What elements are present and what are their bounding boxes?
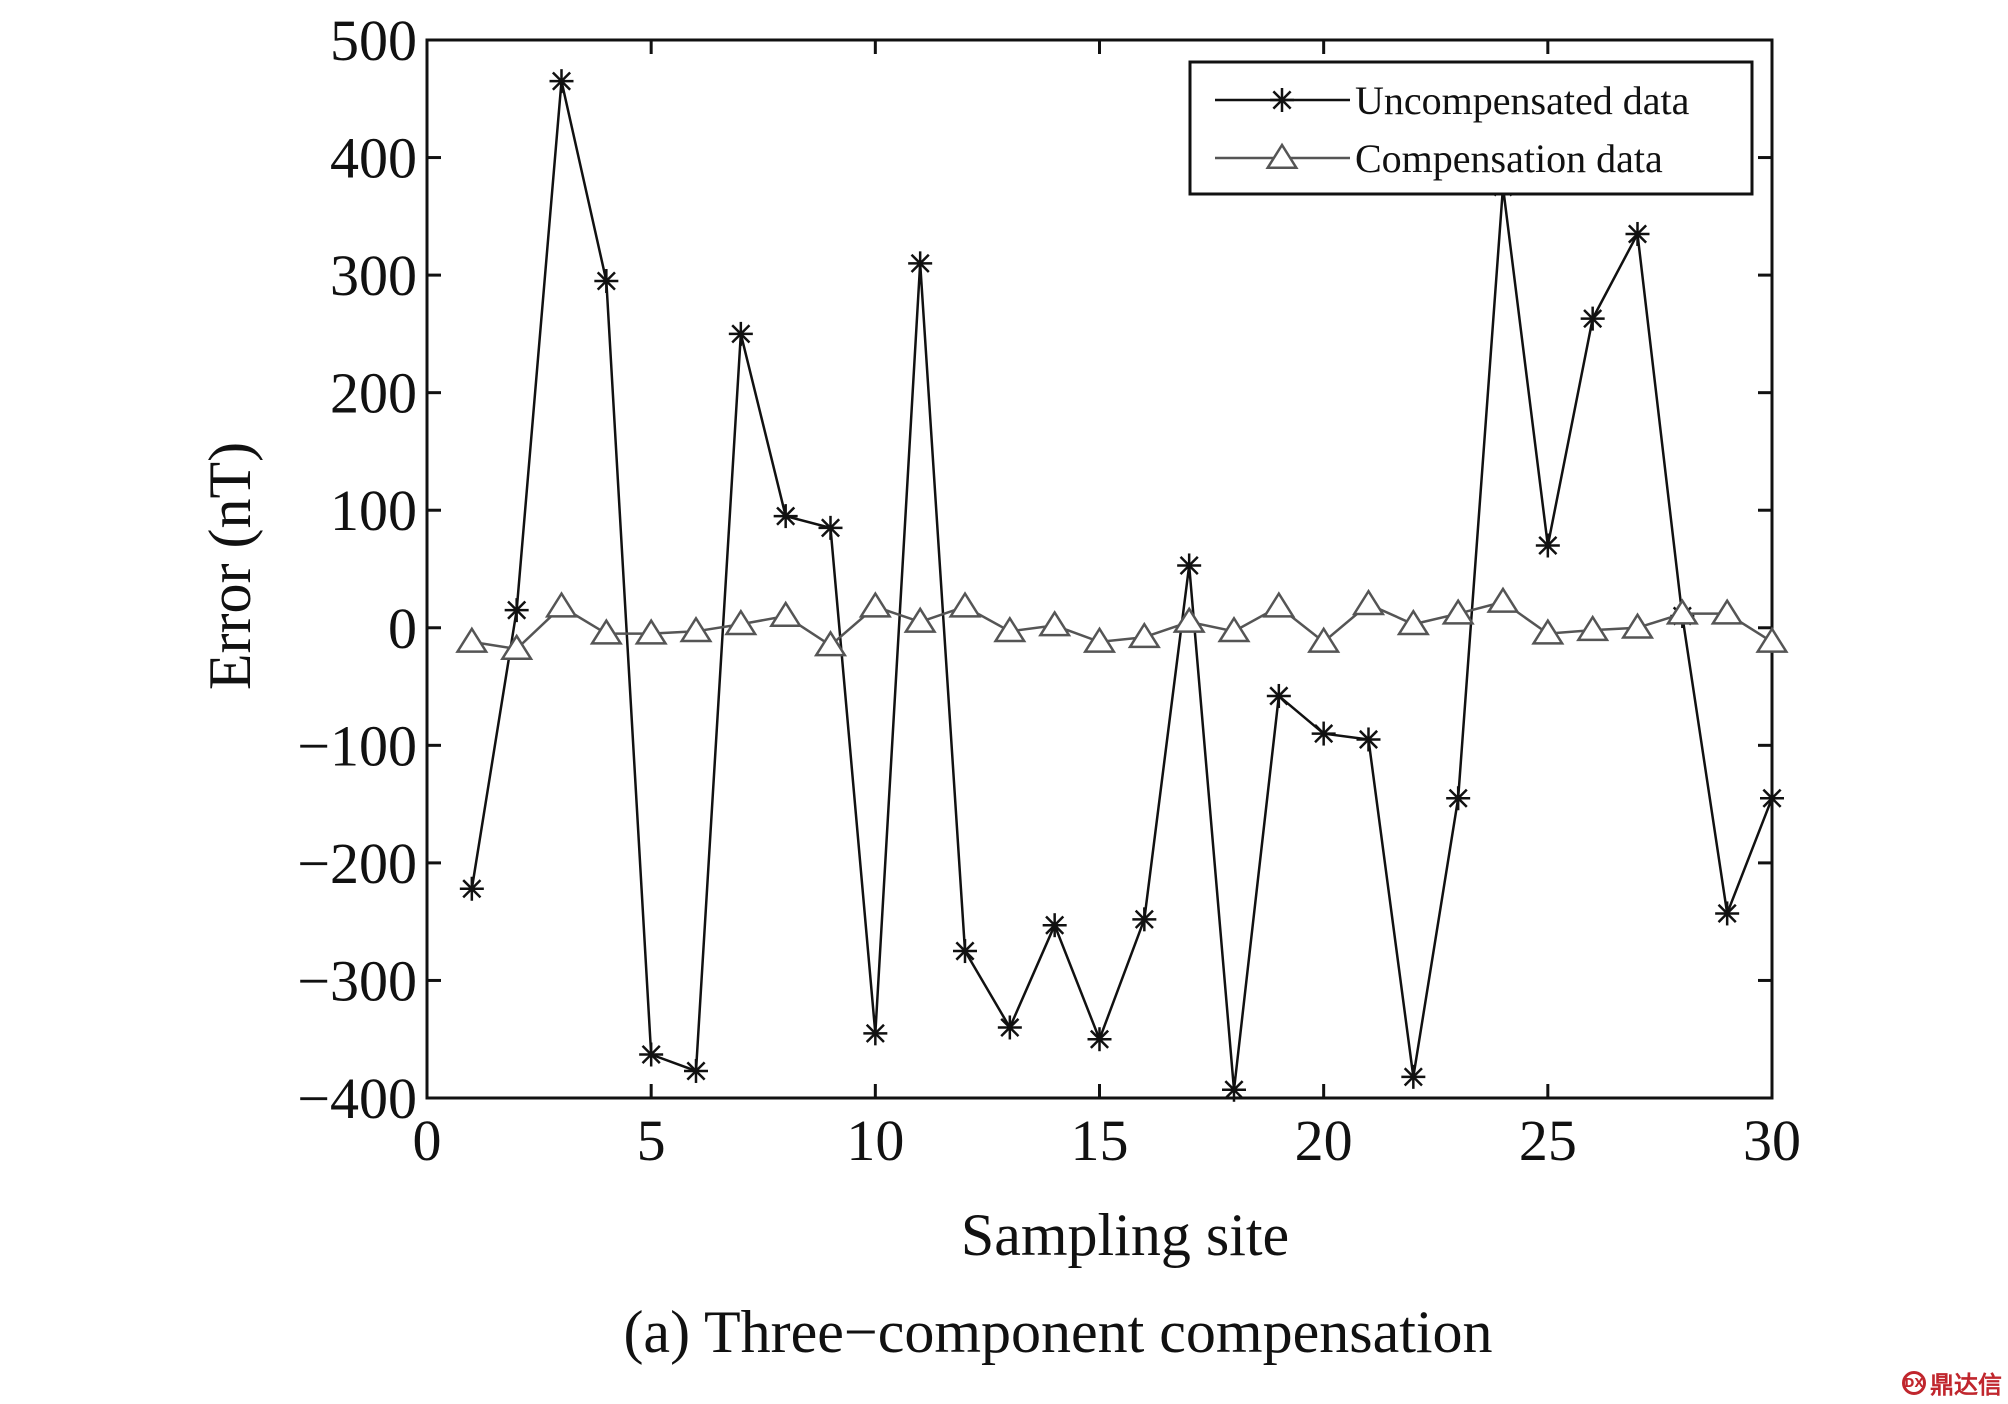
tick-labels: 0 5 10 15 20 25 30 −400 −300 −200 −100 0 100 200 300 40… [297, 8, 1801, 1173]
data-point [1531, 618, 1565, 645]
data-point [1715, 901, 1740, 926]
legend-marker [1270, 88, 1294, 112]
x-tick-label: 30 [1743, 1108, 1801, 1173]
data-point [1177, 553, 1202, 578]
x-tick-label: 20 [1295, 1108, 1353, 1173]
data-point [1266, 683, 1291, 708]
data-point [1755, 626, 1789, 653]
series-1 [455, 586, 1789, 660]
data-point [813, 630, 848, 657]
y-tick-label: −100 [297, 713, 417, 778]
data-point [1441, 598, 1475, 625]
watermark-logo-icon: DX [1902, 1370, 1926, 1395]
y-tick-label: −200 [297, 831, 417, 896]
data-point [1217, 615, 1251, 643]
x-tick-label: 10 [846, 1108, 904, 1173]
axis-ticks [425, 38, 1774, 1100]
series-0 [459, 69, 1784, 1102]
data-point [953, 939, 977, 964]
data-point [594, 268, 619, 293]
data-point [639, 1042, 664, 1067]
data-point [1132, 907, 1157, 932]
data-point [1042, 913, 1067, 938]
data-point [773, 504, 798, 529]
data-point [1082, 626, 1117, 653]
data-point [1396, 608, 1430, 636]
x-tick-label: 5 [637, 1108, 666, 1173]
y-tick-label: 200 [330, 361, 417, 426]
series-line [471, 600, 1773, 651]
x-axis-label: Sampling site [961, 1202, 1289, 1268]
data-point [1576, 614, 1610, 642]
data-point [634, 618, 668, 645]
data-point [544, 591, 579, 618]
legend-item: Compensation data [1215, 136, 1663, 181]
figure-caption: (a) Three−component compensation [623, 1299, 1492, 1365]
y-tick-label: 0 [388, 596, 417, 661]
data-point [459, 876, 484, 901]
data-point [1710, 598, 1744, 625]
data-point [1665, 598, 1699, 625]
y-tick-label: 500 [330, 8, 417, 73]
data-point [1262, 591, 1296, 618]
watermark: DX 鼎达信 [1902, 1365, 2002, 1400]
data-point [908, 251, 933, 276]
legend-item: Uncompensated data [1215, 78, 1690, 123]
y-tick-label: −400 [297, 1066, 417, 1131]
data-point [504, 598, 529, 623]
data-point [500, 633, 534, 660]
data-point [1401, 1064, 1426, 1089]
data-point [1620, 612, 1655, 639]
y-axis-label: Error (nT) [197, 442, 263, 690]
data-point [549, 69, 574, 94]
data-point [1222, 1077, 1246, 1102]
data-point [1311, 721, 1336, 746]
plot-frame [425, 38, 1774, 1100]
data-point [1356, 727, 1381, 752]
data-point [1760, 786, 1784, 811]
y-tick-label: 300 [330, 243, 417, 308]
data-point [1535, 533, 1560, 558]
data-point [993, 615, 1027, 643]
x-tick-label: 0 [413, 1108, 442, 1173]
data-point [684, 1058, 708, 1083]
y-tick-label: 100 [330, 478, 417, 543]
data-point [858, 591, 892, 618]
data-point [728, 321, 753, 346]
y-tick-label: 400 [330, 126, 417, 191]
legend-label: Compensation data [1355, 136, 1663, 181]
watermark-text: 鼎达信 [1930, 1371, 2002, 1399]
data-point [818, 515, 843, 540]
data-point [679, 615, 713, 643]
data-point [1127, 621, 1161, 649]
y-tick-label: −300 [297, 948, 417, 1013]
data-point [1625, 221, 1650, 246]
data-point [589, 618, 623, 645]
data-point [1351, 588, 1386, 616]
legend-box [1188, 60, 1754, 196]
data-point [948, 591, 982, 618]
x-tick-label: 25 [1519, 1108, 1577, 1173]
series-line [470, 80, 1774, 1090]
data-point [1038, 610, 1072, 637]
data-point [997, 1015, 1022, 1040]
data-point [1087, 1027, 1112, 1052]
plot-border [425, 38, 1774, 1100]
data-point [455, 626, 489, 653]
data-point [724, 608, 758, 636]
legend-marker [1265, 142, 1299, 169]
legend-label: Uncompensated data [1355, 78, 1690, 123]
data-point [1446, 786, 1471, 811]
legend: Uncompensated data Compensation data [1188, 60, 1754, 196]
data-point [1486, 586, 1520, 613]
data-point [1307, 626, 1341, 653]
data-point [769, 600, 803, 628]
data-point [863, 1021, 888, 1046]
data-point [903, 606, 937, 633]
series-layer [455, 69, 1789, 1102]
data-point [1172, 606, 1206, 633]
x-tick-label: 15 [1071, 1108, 1129, 1173]
data-point [1580, 306, 1605, 331]
